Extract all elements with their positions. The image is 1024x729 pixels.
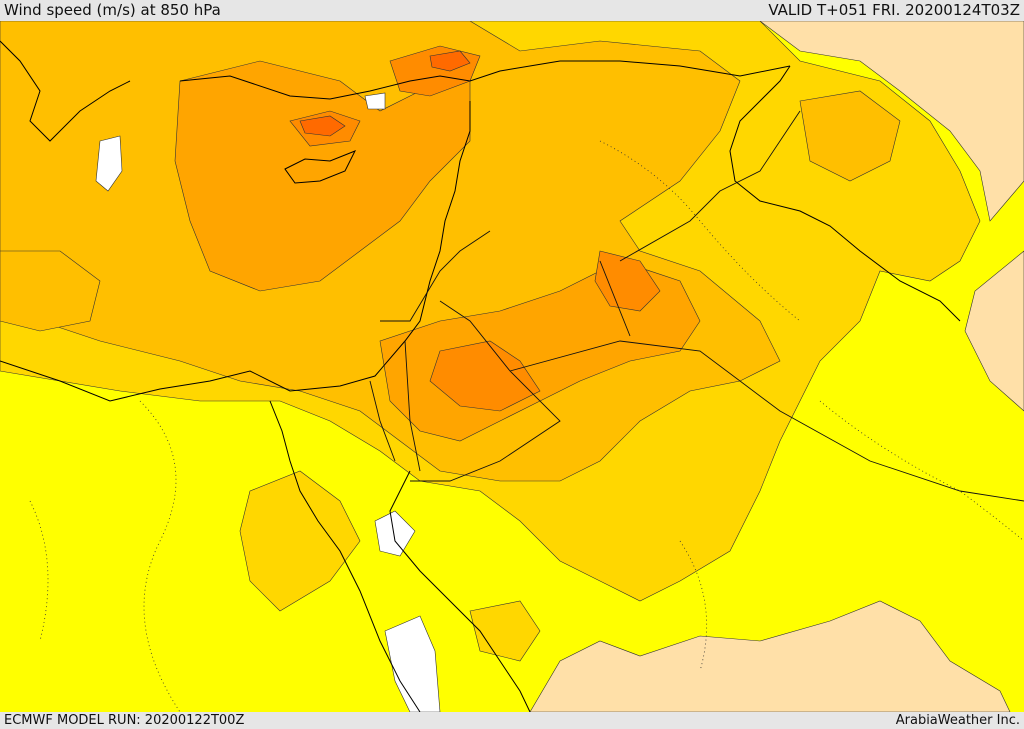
calm-white-1 xyxy=(95,135,123,192)
map-area xyxy=(0,21,1024,712)
coastlines xyxy=(0,40,961,712)
band-red-orange-peak-2 xyxy=(429,50,471,72)
coastline-cyprus xyxy=(284,150,357,184)
coastline-med-south xyxy=(0,101,471,402)
band-tan-east xyxy=(964,250,1024,412)
coastline-aegean xyxy=(0,40,131,142)
coastline-turkey xyxy=(179,60,791,100)
band-orange-main xyxy=(174,60,471,292)
valid-time-label: VALID T+051 FRI. 20200124T03Z xyxy=(768,1,1020,19)
band-tan-northeast xyxy=(759,21,1024,222)
band-dark-orange-jordan xyxy=(594,250,661,312)
model-run-label: ECMWF MODEL RUN: 20200122T00Z xyxy=(4,713,245,728)
band-tan-south xyxy=(529,600,1011,712)
band-gold-redsea xyxy=(239,470,361,612)
band-red-orange-peak-1 xyxy=(299,115,346,137)
footer-bar: ECMWF MODEL RUN: 20200122T00Z ArabiaWeat… xyxy=(0,712,1024,729)
country-borders xyxy=(369,110,1024,502)
header-bar: Wind speed (m/s) at 850 hPa VALID T+051 … xyxy=(0,0,1024,21)
band-dark-orange-levant xyxy=(429,340,541,412)
calm-white-2 xyxy=(384,615,441,712)
map-title: Wind speed (m/s) at 850 hPa xyxy=(4,1,221,19)
coastline-sinai-east xyxy=(389,470,531,712)
coastline-gulf xyxy=(729,65,961,322)
calm-white-3 xyxy=(374,510,416,557)
credit-label: ArabiaWeather Inc. xyxy=(895,713,1020,728)
calm-white-4 xyxy=(364,92,386,110)
band-amber-gulf xyxy=(799,90,901,182)
coastline-sinai-west xyxy=(269,400,421,712)
band-amber-west xyxy=(0,250,101,332)
wind-speed-map xyxy=(0,21,1024,712)
band-gold-south xyxy=(469,600,541,662)
dotted-contours xyxy=(29,140,1024,712)
